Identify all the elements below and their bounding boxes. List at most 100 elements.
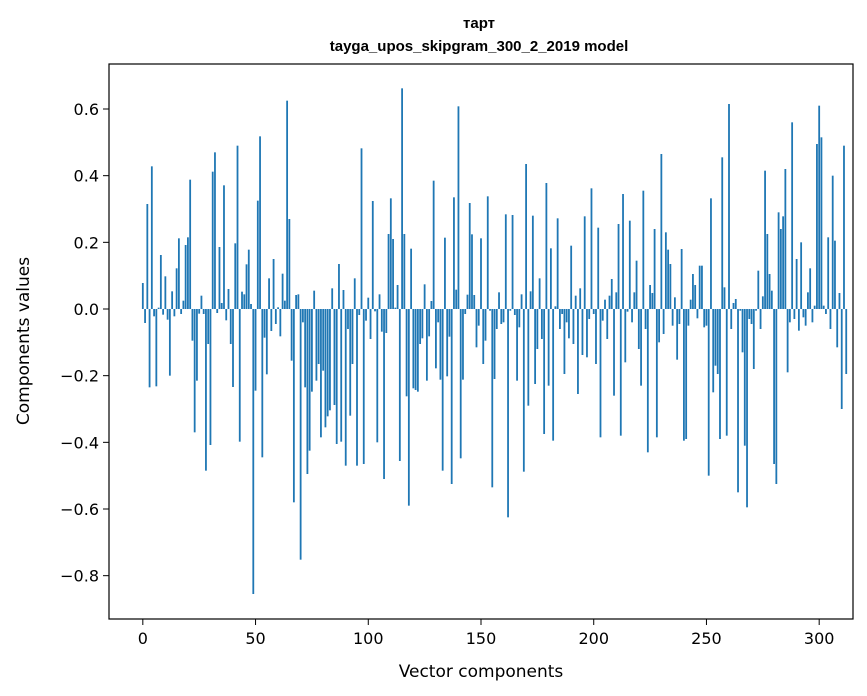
bar <box>656 309 658 437</box>
bar <box>385 309 387 333</box>
bar <box>760 309 762 329</box>
bar <box>412 309 414 388</box>
bar <box>421 309 423 338</box>
bar <box>478 309 480 326</box>
bar <box>485 309 487 341</box>
bar <box>796 259 798 309</box>
chart-title: тарт <box>463 15 495 32</box>
bar <box>618 224 620 309</box>
bar <box>579 288 581 309</box>
bar <box>809 268 811 309</box>
bar <box>352 309 354 364</box>
bar <box>518 309 520 327</box>
bar <box>374 309 376 311</box>
bar <box>444 238 446 309</box>
y-tick-label: 0.4 <box>74 167 99 186</box>
bar <box>527 309 529 406</box>
bar <box>164 276 166 309</box>
bar <box>241 292 243 309</box>
bar <box>742 309 744 352</box>
bar <box>719 309 721 439</box>
bar <box>365 309 367 321</box>
bar <box>647 309 649 452</box>
bar <box>424 284 426 309</box>
bar <box>146 204 148 309</box>
bar <box>674 297 676 309</box>
bar <box>160 255 162 309</box>
bar <box>766 234 768 309</box>
bar <box>721 157 723 309</box>
bar <box>318 309 320 364</box>
bar <box>291 309 293 361</box>
bar <box>367 298 369 309</box>
bar <box>453 197 455 309</box>
bar <box>793 309 795 319</box>
bar <box>266 309 268 374</box>
bar <box>728 104 730 309</box>
bar <box>588 309 590 319</box>
bar <box>667 250 669 309</box>
bar <box>839 293 841 309</box>
bar <box>379 294 381 309</box>
bar <box>534 309 536 384</box>
bar <box>149 309 151 387</box>
bar <box>509 309 511 311</box>
bar <box>821 137 823 309</box>
x-tick-label: 200 <box>578 629 609 648</box>
bar <box>237 146 239 309</box>
bar <box>167 309 169 320</box>
bar <box>582 309 584 355</box>
bar <box>207 309 209 344</box>
bar <box>489 309 491 311</box>
bar <box>536 309 538 349</box>
bar <box>735 299 737 309</box>
bar <box>192 309 194 341</box>
bar <box>606 309 608 339</box>
y-tick-label: 0.0 <box>74 300 99 319</box>
bar <box>304 309 306 387</box>
chart-subtitle: tayga_upos_skipgram_300_2_2019 model <box>330 38 629 55</box>
y-axis-label: Components values <box>14 257 34 425</box>
bar <box>570 246 572 309</box>
bar <box>715 309 717 366</box>
x-tick-label: 300 <box>804 629 835 648</box>
bar <box>228 289 230 309</box>
bar <box>178 238 180 309</box>
bar <box>142 283 144 309</box>
bar <box>712 309 714 392</box>
bar <box>246 264 248 309</box>
bar <box>681 249 683 309</box>
bar <box>282 274 284 309</box>
bar <box>751 309 753 324</box>
bar <box>575 296 577 309</box>
bar <box>311 309 313 392</box>
bar <box>201 296 203 309</box>
bar <box>334 309 336 405</box>
bar <box>500 309 502 324</box>
y-tick-label: −0.8 <box>60 567 99 586</box>
bar <box>440 309 442 380</box>
bar <box>660 154 662 309</box>
bar <box>654 229 656 309</box>
bar <box>358 309 360 315</box>
bar <box>805 309 807 326</box>
x-tick-label: 100 <box>353 629 384 648</box>
bar <box>782 216 784 309</box>
bar <box>259 136 261 309</box>
chart-background <box>0 0 867 696</box>
bar <box>482 309 484 364</box>
bar <box>431 301 433 309</box>
bar <box>688 309 690 326</box>
bar <box>595 309 597 364</box>
bar <box>151 166 153 309</box>
bar <box>584 216 586 309</box>
bar <box>320 309 322 437</box>
bar <box>376 309 378 442</box>
bar <box>293 309 295 502</box>
bar <box>521 294 523 309</box>
bar <box>543 309 545 434</box>
bar <box>733 303 735 309</box>
bar <box>162 309 164 315</box>
bar <box>764 171 766 309</box>
bar <box>845 309 847 374</box>
